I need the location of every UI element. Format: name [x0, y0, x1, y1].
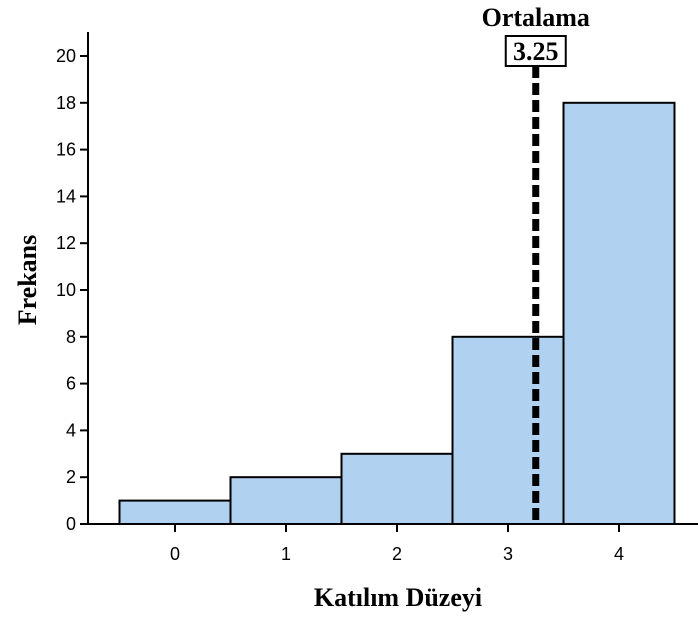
- bar-1: [229, 476, 343, 526]
- x-tick-label: 2: [392, 544, 402, 564]
- y-ticks-group: 0 2 4 6 8 10 12 14 16 18 20: [56, 46, 88, 534]
- bar-0: [118, 499, 232, 526]
- bars-group: [118, 101, 676, 526]
- y-tick-label: 10: [56, 280, 76, 300]
- y-axis-title: Frekans: [13, 235, 42, 326]
- mean-value-label: 3.25: [513, 37, 559, 66]
- x-tick-label: 0: [170, 544, 180, 564]
- bar-2: [340, 452, 454, 525]
- y-tick-label: 0: [66, 514, 76, 534]
- y-tick-label: 16: [56, 140, 76, 160]
- y-tick-label: 2: [66, 467, 76, 487]
- mean-marker: 3.25 Ortalama: [482, 3, 590, 524]
- mean-value-box: [504, 35, 567, 67]
- mean-title-label: Ortalama: [482, 3, 590, 32]
- bar-4: [562, 101, 676, 526]
- y-tick-label: 8: [66, 327, 76, 347]
- y-tick-label: 20: [56, 46, 76, 66]
- x-ticks-group: 0 1 2 3 4: [170, 524, 624, 564]
- x-tick-label: 3: [503, 544, 513, 564]
- bar-3: [451, 335, 565, 525]
- y-tick-label: 12: [56, 233, 76, 253]
- y-tick-label: 6: [66, 374, 76, 394]
- x-axis-title: Katılım Düzeyi: [314, 583, 482, 612]
- y-tick-label: 14: [56, 186, 76, 206]
- y-tick-label: 18: [56, 93, 76, 113]
- y-tick-label: 4: [66, 420, 76, 440]
- x-tick-label: 1: [281, 544, 291, 564]
- x-tick-label: 4: [614, 544, 624, 564]
